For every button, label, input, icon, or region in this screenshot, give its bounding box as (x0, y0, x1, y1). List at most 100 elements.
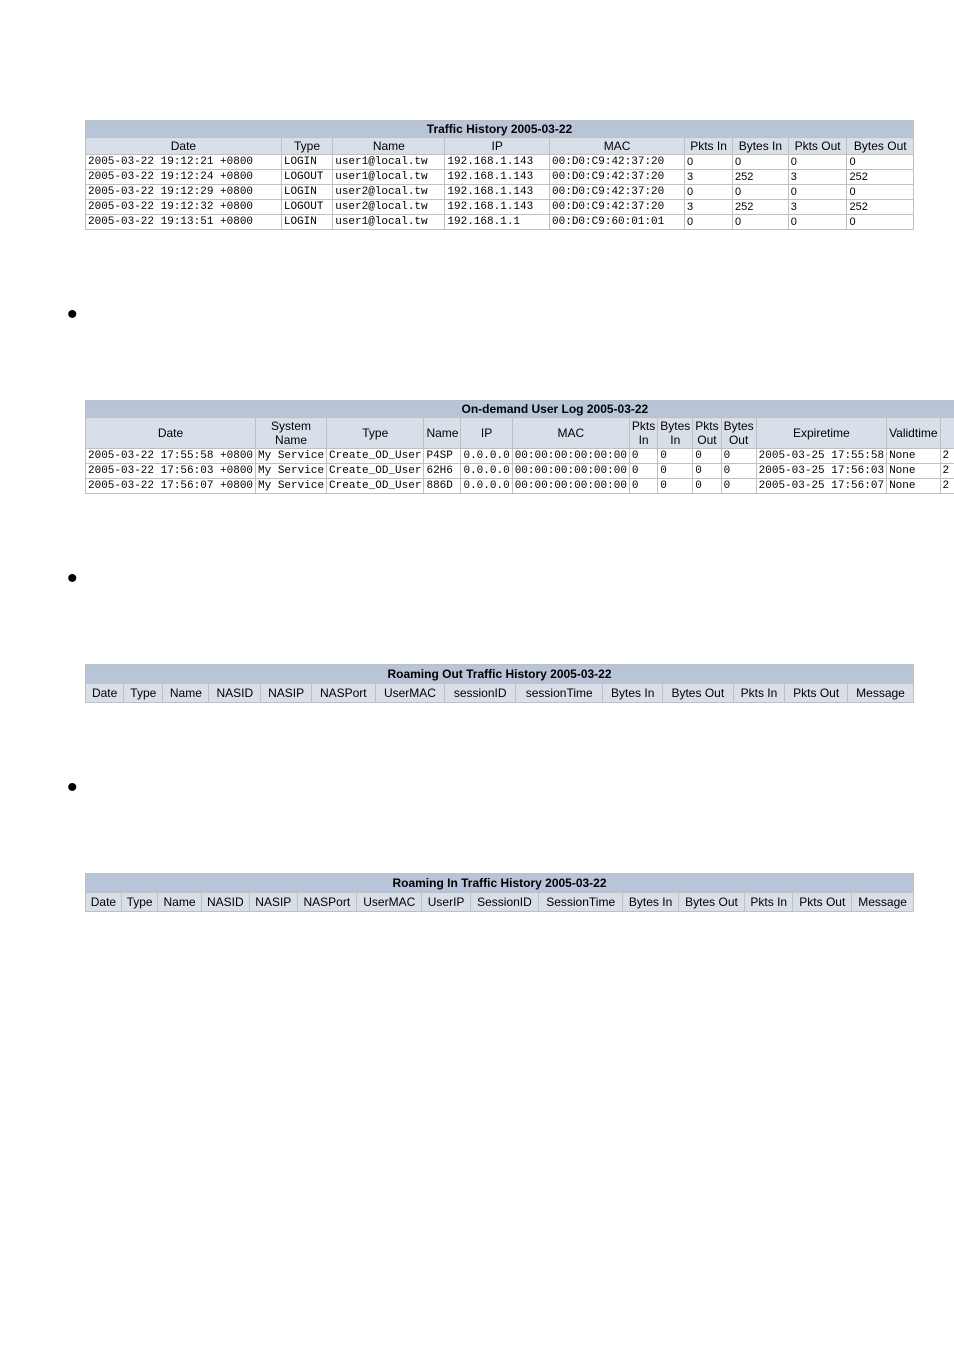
cell: Create_OD_User (327, 479, 424, 494)
bullet: • (67, 300, 914, 330)
th: Type (124, 684, 163, 703)
cell: 0 (658, 449, 693, 464)
th: NASID (201, 893, 249, 912)
th: NASIP (261, 684, 312, 703)
cell: 00:D0:C9:42:37:20 (550, 200, 685, 215)
table-row: 2005-03-22 17:56:03 +0800My ServiceCreat… (86, 464, 954, 479)
th: Name (163, 684, 209, 703)
cell: 2005-03-22 19:12:32 +0800 (86, 200, 282, 215)
cell: LOGOUT (281, 170, 332, 185)
th: UserMAC (357, 893, 422, 912)
cell: 0 (733, 215, 789, 230)
cell: None (887, 464, 940, 479)
th-valid: Validtime (887, 418, 940, 449)
cell: 2 hrs 0 mins (940, 449, 954, 464)
cell: 252 (733, 200, 789, 215)
cell: 0 (721, 449, 756, 464)
cell: LOGOUT (281, 200, 332, 215)
cell: 192.168.1.143 (445, 200, 550, 215)
th: Message (848, 684, 914, 703)
cell: 2005-03-22 17:56:07 +0800 (86, 479, 256, 494)
cell: 0 (685, 155, 733, 170)
cell: 00:00:00:00:00:00 (512, 449, 629, 464)
cell: LOGIN (281, 185, 332, 200)
cell: 0 (788, 215, 847, 230)
cell: 0 (733, 185, 789, 200)
cell: 2 hrs 0 mins (940, 479, 954, 494)
roaming-in-header-row: Date Type Name NASID NASIP NASPort UserM… (86, 893, 914, 912)
cell: 0 (847, 185, 914, 200)
cell: 3 (788, 200, 847, 215)
cell: 0 (685, 215, 733, 230)
cell: 00:D0:C9:42:37:20 (550, 170, 685, 185)
cell: 0 (788, 155, 847, 170)
th: Bytes Out (663, 684, 734, 703)
cell: 0.0.0.0 (461, 464, 512, 479)
cell: 0 (629, 449, 657, 464)
cell: 192.168.1.1 (445, 215, 550, 230)
th: NASID (209, 684, 261, 703)
roaming-out-title: Roaming Out Traffic History 2005-03-22 (86, 665, 914, 684)
th-ip: IP (461, 418, 512, 449)
cell: My Service (256, 464, 327, 479)
cell: user2@local.tw (333, 200, 445, 215)
th: NASIP (249, 893, 297, 912)
table-row: 2005-03-22 19:13:51 +0800LOGINuser1@loca… (86, 215, 914, 230)
th-type: Type (281, 138, 332, 155)
cell: 2 hrs 0 mins (940, 464, 954, 479)
ondemand-header-row: Date System Name Type Name IP MAC Pkts I… (86, 418, 954, 449)
th-ip: IP (445, 138, 550, 155)
ondemand-title: On-demand User Log 2005-03-22 (86, 401, 954, 418)
th-pktsin: Pkts In (685, 138, 733, 155)
cell: 00:00:00:00:00:00 (512, 479, 629, 494)
th: NASPort (297, 893, 356, 912)
cell: 00:00:00:00:00:00 (512, 464, 629, 479)
th-bytesin: Bytes In (658, 418, 693, 449)
cell: 00:D0:C9:42:37:20 (550, 185, 685, 200)
cell: 2005-03-25 17:56:03 (756, 464, 886, 479)
th: SessionID (470, 893, 538, 912)
cell: 0 (629, 464, 657, 479)
th-bytesout: Bytes Out (721, 418, 756, 449)
th-date: Date (86, 138, 282, 155)
th-bytesout: Bytes Out (847, 138, 914, 155)
bullet: • (67, 773, 914, 803)
cell: 0 (788, 185, 847, 200)
cell: 3 (788, 170, 847, 185)
th: Pkts In (745, 893, 793, 912)
traffic-title: Traffic History 2005-03-22 (86, 121, 914, 138)
roaming-in-table: Roaming In Traffic History 2005-03-22 Da… (85, 873, 914, 912)
th-pktsin: Pkts In (629, 418, 657, 449)
th-remark: Remark (940, 418, 954, 449)
cell: 192.168.1.143 (445, 155, 550, 170)
cell: 00:D0:C9:42:37:20 (550, 155, 685, 170)
cell: 192.168.1.143 (445, 170, 550, 185)
cell: 0 (658, 479, 693, 494)
table-row: 2005-03-22 19:12:32 +0800LOGOUTuser2@loc… (86, 200, 914, 215)
cell: 252 (733, 170, 789, 185)
table-row: 2005-03-22 19:12:21 +0800LOGINuser1@loca… (86, 155, 914, 170)
th-mac: MAC (550, 138, 685, 155)
cell: My Service (256, 449, 327, 464)
cell: Create_OD_User (327, 449, 424, 464)
traffic-history-table: Traffic History 2005-03-22 Date Type Nam… (85, 120, 914, 230)
th: NASPort (312, 684, 376, 703)
th: Date (86, 893, 122, 912)
th-mac: MAC (512, 418, 629, 449)
cell: 0 (629, 479, 657, 494)
table-row: 2005-03-22 19:12:29 +0800LOGINuser2@loca… (86, 185, 914, 200)
cell: 3 (685, 170, 733, 185)
th-bytesin: Bytes In (733, 138, 789, 155)
th: Date (86, 684, 124, 703)
th: Bytes Out (678, 893, 744, 912)
cell: P4SP (424, 449, 461, 464)
roaming-in-title: Roaming In Traffic History 2005-03-22 (86, 874, 914, 893)
th-pktsout: Pkts Out (693, 418, 721, 449)
th: Bytes In (603, 684, 663, 703)
th: Pkts Out (793, 893, 852, 912)
th: SessionTime (539, 893, 623, 912)
cell: 2005-03-22 19:12:21 +0800 (86, 155, 282, 170)
cell: 0.0.0.0 (461, 479, 512, 494)
th: Message (852, 893, 914, 912)
th-name: Name (424, 418, 461, 449)
